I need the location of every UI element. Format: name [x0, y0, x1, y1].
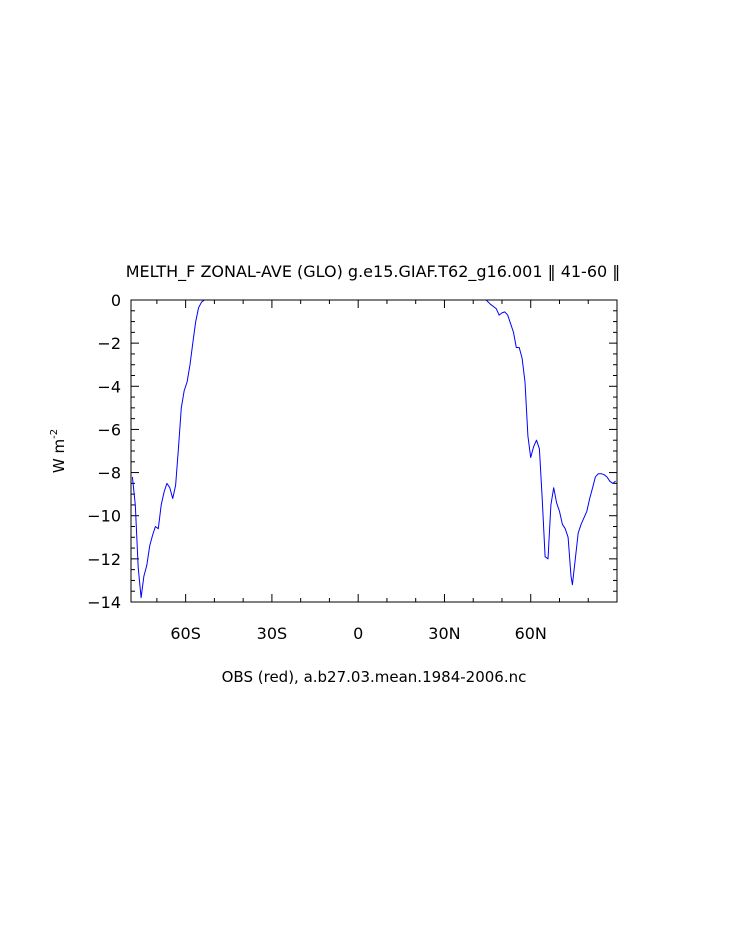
- tick-labels: 0 −2 −4 −6 −8 −10 −12 −14 60S 30S 0 30N 60N: [87, 291, 547, 643]
- y-axis-label-text: W m: [50, 439, 68, 473]
- y-tick-label: −2: [97, 334, 121, 353]
- y-tick-label: −8: [97, 464, 121, 483]
- series-line-segment: [131, 299, 205, 599]
- y-axis-label-exponent: -2: [49, 429, 60, 439]
- x-tick-label: 30N: [428, 624, 460, 643]
- y-tick-label: −14: [87, 593, 121, 612]
- y-tick-label: −6: [97, 420, 121, 439]
- y-tick-label: −4: [97, 377, 121, 396]
- y-tick-label: −10: [87, 507, 121, 526]
- series-lines: [131, 299, 616, 599]
- plot-frame: [130, 299, 618, 603]
- axis-ticks: [131, 299, 617, 603]
- y-tick-label: −12: [87, 550, 121, 569]
- x-tick-label: 0: [353, 624, 363, 643]
- series-line-segment: [485, 299, 616, 586]
- y-axis-label: W m-2: [49, 429, 68, 473]
- x-tick-label: 30S: [257, 624, 288, 643]
- x-axis-label: OBS (red), a.b27.03.mean.1984-2006.nc: [222, 668, 527, 686]
- chart-title: MELTH_F ZONAL-AVE (GLO) g.e15.GIAF.T62_g…: [126, 262, 621, 282]
- x-tick-label: 60N: [515, 624, 547, 643]
- y-tick-label: 0: [111, 291, 121, 310]
- x-tick-label: 60S: [170, 624, 201, 643]
